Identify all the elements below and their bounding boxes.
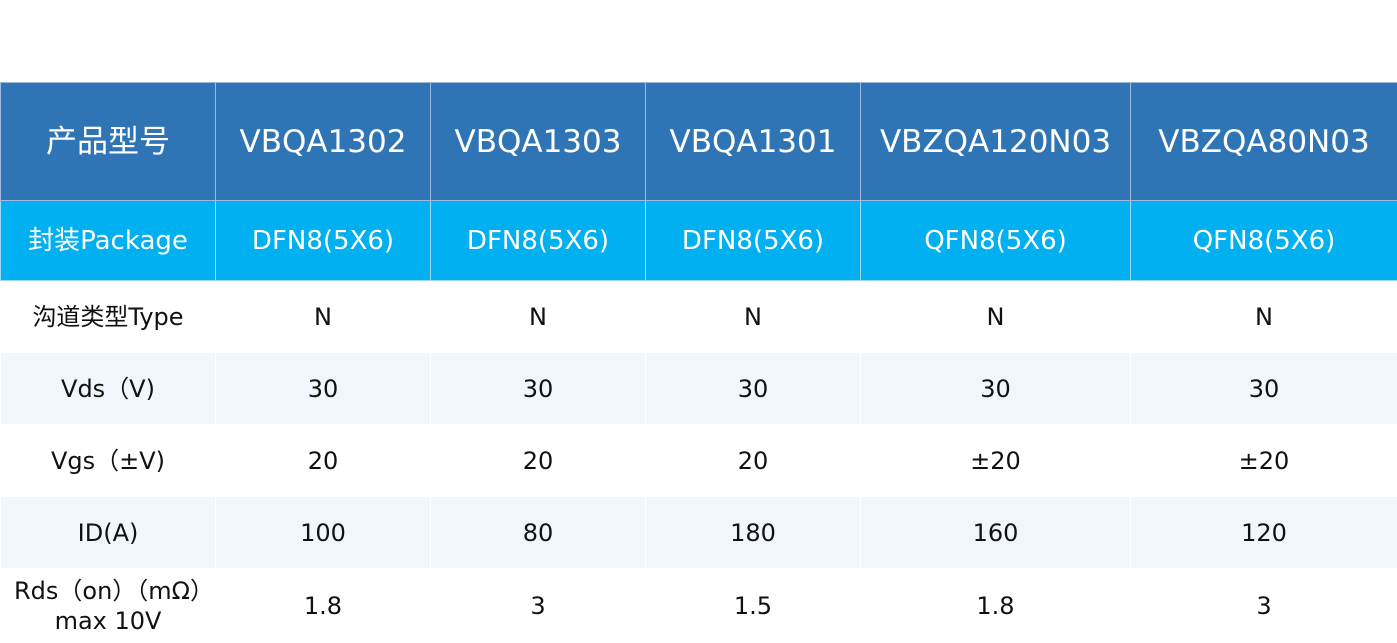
cell: 1.8 — [861, 569, 1131, 643]
cell: DFN8(5X6) — [431, 201, 646, 281]
cell: 80 — [431, 497, 646, 569]
cell: 30 — [431, 353, 646, 425]
header-label: 产品型号 — [1, 83, 216, 201]
cell: 30 — [861, 353, 1131, 425]
table-row-type: 沟道类型Type N N N N N — [1, 281, 1397, 353]
cell: 3 — [1131, 569, 1397, 643]
model-name: VBQA1302 — [216, 83, 431, 201]
cell: N — [861, 281, 1131, 353]
model-name: VBZQA80N03 — [1131, 83, 1397, 201]
cell: DFN8(5X6) — [646, 201, 861, 281]
spec-table: 产品型号 VBQA1302 VBQA1303 VBQA1301 VBZQA120… — [0, 82, 1397, 643]
row-label: Vgs（±V) — [1, 425, 216, 497]
table-row-vds: Vds（V) 30 30 30 30 30 — [1, 353, 1397, 425]
cell: 3 — [431, 569, 646, 643]
cell: 100 — [216, 497, 431, 569]
cell: 20 — [646, 425, 861, 497]
cell: ±20 — [861, 425, 1131, 497]
cell: N — [646, 281, 861, 353]
row-label: Rds（on）（mΩ）max 10V — [1, 569, 216, 643]
row-label: 封装Package — [1, 201, 216, 281]
cell: 20 — [216, 425, 431, 497]
cell: 120 — [1131, 497, 1397, 569]
cell: N — [431, 281, 646, 353]
row-label: ID(A) — [1, 497, 216, 569]
table-row-id: ID(A) 100 80 180 160 120 — [1, 497, 1397, 569]
model-name: VBQA1301 — [646, 83, 861, 201]
cell: N — [1131, 281, 1397, 353]
cell: 1.5 — [646, 569, 861, 643]
cell: N — [216, 281, 431, 353]
table-row-rds: Rds（on）（mΩ）max 10V 1.8 3 1.5 1.8 3 — [1, 569, 1397, 643]
cell: 30 — [646, 353, 861, 425]
cell: 1.8 — [216, 569, 431, 643]
cell: QFN8(5X6) — [1131, 201, 1397, 281]
cell: 30 — [216, 353, 431, 425]
row-label: 沟道类型Type — [1, 281, 216, 353]
row-label: Vds（V) — [1, 353, 216, 425]
table-row-package: 封装Package DFN8(5X6) DFN8(5X6) DFN8(5X6) … — [1, 201, 1397, 281]
cell: 180 — [646, 497, 861, 569]
cell: DFN8(5X6) — [216, 201, 431, 281]
header-row: 产品型号 VBQA1302 VBQA1303 VBQA1301 VBZQA120… — [1, 83, 1397, 201]
cell: ±20 — [1131, 425, 1397, 497]
model-name: VBZQA120N03 — [861, 83, 1131, 201]
cell: 160 — [861, 497, 1131, 569]
cell: QFN8(5X6) — [861, 201, 1131, 281]
cell: 30 — [1131, 353, 1397, 425]
cell: 20 — [431, 425, 646, 497]
table-row-vgs: Vgs（±V) 20 20 20 ±20 ±20 — [1, 425, 1397, 497]
model-name: VBQA1303 — [431, 83, 646, 201]
